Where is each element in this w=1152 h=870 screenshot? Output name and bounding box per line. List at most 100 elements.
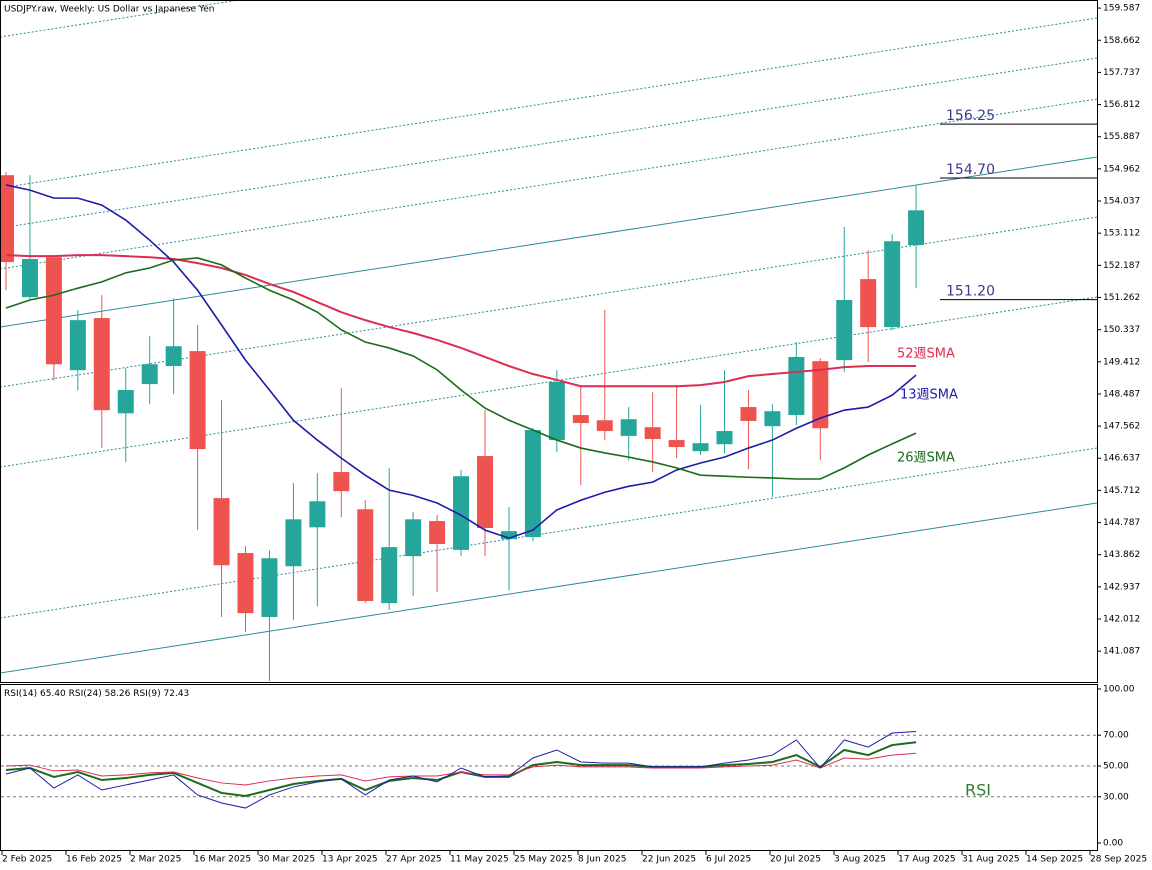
y-tick-label: 70.00 bbox=[1103, 731, 1129, 741]
plot-area bbox=[1, 172, 925, 681]
candle-body bbox=[237, 553, 254, 614]
y-tick-label: 143.862 bbox=[1103, 550, 1140, 560]
y-tick-label: 155.887 bbox=[1103, 132, 1140, 142]
candle-body bbox=[21, 258, 38, 298]
chart-title: USDJPY.raw, Weekly: US Dollar vs Japanes… bbox=[4, 5, 215, 15]
candle-body bbox=[117, 390, 134, 414]
candle-body bbox=[45, 257, 62, 365]
rsi-name: RSI(14) bbox=[4, 689, 37, 699]
rsi-label: RSI bbox=[965, 781, 991, 800]
candle-body bbox=[644, 427, 661, 440]
x-tick-label: 20 Jul 2025 bbox=[770, 855, 821, 865]
candle-body bbox=[1, 175, 14, 263]
y-tick-label: 50.00 bbox=[1103, 762, 1129, 772]
candle-body bbox=[477, 456, 493, 529]
x-tick-label: 2 Feb 2025 bbox=[2, 855, 52, 865]
candle-body bbox=[524, 429, 541, 538]
candle-body bbox=[357, 509, 374, 602]
candle-body bbox=[716, 431, 733, 445]
channel-line bbox=[1, 296, 1097, 468]
rsi-name: RSI(9) bbox=[133, 689, 160, 699]
candle-body bbox=[500, 531, 517, 540]
x-tick-label: 6 Jul 2025 bbox=[706, 855, 751, 865]
y-tick-label: 154.962 bbox=[1103, 164, 1140, 174]
y-tick-label: 148.487 bbox=[1103, 389, 1140, 399]
x-tick-label: 16 Mar 2025 bbox=[194, 855, 251, 865]
sma-line bbox=[5, 254, 917, 388]
x-tick-label: 27 Apr 2025 bbox=[386, 855, 442, 865]
candle-body bbox=[620, 419, 637, 436]
candle-body bbox=[165, 346, 182, 367]
level-label: 154.70 bbox=[946, 162, 995, 178]
candle-body bbox=[69, 320, 86, 371]
channel-line bbox=[1, 447, 1097, 619]
rsi-current: 65.40 bbox=[40, 689, 66, 699]
candle-body bbox=[189, 351, 206, 450]
candle-body bbox=[884, 241, 901, 328]
candle-body bbox=[309, 501, 326, 528]
candle-body bbox=[405, 519, 422, 557]
y-tick-label: 142.012 bbox=[1103, 615, 1140, 625]
sma-label: 26週SMA bbox=[897, 451, 955, 466]
y-tick-label: 158.662 bbox=[1103, 36, 1140, 46]
y-tick-label: 154.037 bbox=[1103, 197, 1140, 207]
y-tick-label: 141.087 bbox=[1103, 647, 1140, 657]
rsi-panel bbox=[0, 684, 1098, 851]
channel-line bbox=[1, 156, 1097, 328]
sma-line bbox=[5, 257, 917, 480]
x-tick-label: 14 Sep 2025 bbox=[1026, 855, 1083, 865]
x-tick-label: 17 Aug 2025 bbox=[898, 855, 956, 865]
y-tick-label: 159.587 bbox=[1103, 4, 1140, 14]
candle-body bbox=[548, 382, 565, 441]
rsi-current: 58.26 bbox=[105, 689, 131, 699]
candle-body bbox=[764, 411, 781, 427]
level-label: 151.20 bbox=[946, 284, 995, 300]
candle-body bbox=[261, 558, 278, 617]
y-tick-label: 157.737 bbox=[1103, 68, 1140, 78]
x-tick-label: 3 Aug 2025 bbox=[834, 855, 886, 865]
x-tick-label: 22 Jun 2025 bbox=[642, 855, 696, 865]
candle-body bbox=[788, 356, 805, 416]
rsi-name: RSI(24) bbox=[69, 689, 102, 699]
y-tick-label: 145.712 bbox=[1103, 486, 1140, 496]
main-panel bbox=[0, 0, 1098, 683]
candle-body bbox=[333, 472, 350, 492]
y-tick-label: 151.262 bbox=[1103, 293, 1140, 303]
y-tick-label: 142.937 bbox=[1103, 582, 1140, 592]
sma-line bbox=[5, 184, 917, 539]
rsi-header: RSI(14) 65.40 RSI(24) 58.26 RSI(9) 72.43 bbox=[4, 689, 189, 699]
x-tick-label: 2 Mar 2025 bbox=[130, 855, 181, 865]
channel-line bbox=[1, 98, 1097, 270]
level-label: 156.25 bbox=[946, 108, 995, 124]
y-tick-label: 152.187 bbox=[1103, 261, 1140, 271]
candle-body bbox=[836, 299, 853, 361]
y-tick-label: 144.787 bbox=[1103, 518, 1140, 528]
candle-body bbox=[381, 547, 398, 604]
y-tick-label: 146.637 bbox=[1103, 454, 1140, 464]
candle-body bbox=[93, 318, 110, 411]
channel-line bbox=[1, 216, 1097, 388]
channel-line bbox=[1, 1, 236, 38]
sma-label: 52週SMA bbox=[897, 347, 955, 362]
y-tick-label: 149.412 bbox=[1103, 357, 1140, 367]
candle-body bbox=[692, 443, 709, 452]
y-tick-label: 0.00 bbox=[1103, 839, 1123, 849]
candle-body bbox=[213, 498, 230, 566]
candle-body bbox=[812, 361, 829, 429]
y-tick-label: 147.562 bbox=[1103, 422, 1140, 432]
x-tick-label: 11 May 2025 bbox=[450, 855, 509, 865]
y-tick-label: 156.812 bbox=[1103, 100, 1140, 110]
y-tick-label: 100.00 bbox=[1103, 685, 1135, 695]
channel-line bbox=[1, 57, 1097, 229]
channel-lines bbox=[1, 1, 1097, 674]
candle-body bbox=[740, 407, 757, 421]
rsi-line bbox=[5, 752, 917, 786]
channel-line bbox=[1, 502, 1097, 674]
x-tick-label: 31 Aug 2025 bbox=[962, 855, 1020, 865]
rsi-current: 72.43 bbox=[164, 689, 190, 699]
y-tick-label: 150.337 bbox=[1103, 325, 1140, 335]
x-tick-label: 13 Apr 2025 bbox=[322, 855, 378, 865]
candle-body bbox=[908, 210, 925, 246]
x-tick-label: 30 Mar 2025 bbox=[258, 855, 315, 865]
